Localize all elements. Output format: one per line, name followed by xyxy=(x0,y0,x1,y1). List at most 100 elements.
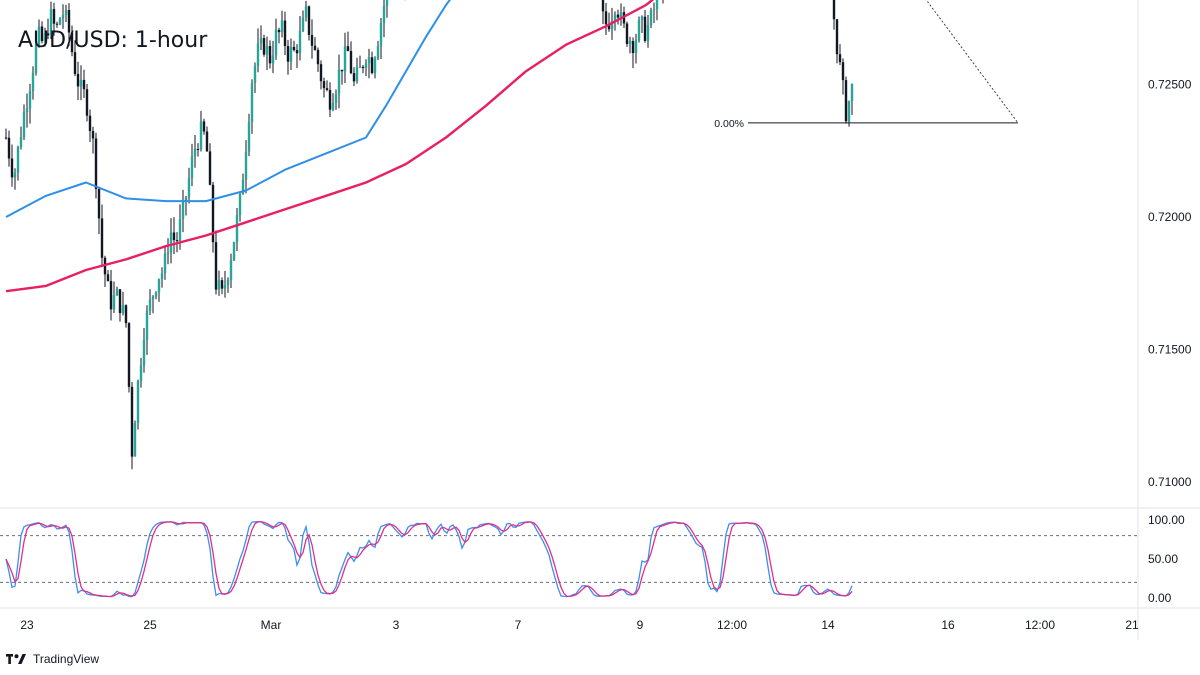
candle-body xyxy=(127,323,131,387)
candle-body xyxy=(613,14,617,21)
candle-body xyxy=(181,200,185,219)
candle-body xyxy=(607,24,611,30)
candle-body xyxy=(7,137,11,159)
candle-body xyxy=(280,20,284,33)
candle-body xyxy=(382,5,386,23)
candle-body xyxy=(58,18,62,25)
candle-body xyxy=(316,49,320,65)
candle-body xyxy=(643,16,647,41)
time-tick-label: 16 xyxy=(941,618,955,632)
candle-body xyxy=(19,137,23,147)
candle-body xyxy=(190,156,194,179)
candle-body xyxy=(649,10,653,26)
candle-body xyxy=(61,15,65,19)
candle-body xyxy=(121,305,125,314)
candle-body xyxy=(841,62,845,81)
stochastic-panel[interactable] xyxy=(0,520,1138,598)
candle-body xyxy=(376,46,380,59)
candle-body xyxy=(115,289,119,296)
candle-body xyxy=(142,340,146,366)
candle-body xyxy=(193,148,197,157)
candle-body xyxy=(385,0,389,6)
price-tick-label: 0.71500 xyxy=(1148,343,1192,357)
candle-body xyxy=(172,232,176,241)
candle-body xyxy=(844,80,848,122)
candle-body xyxy=(211,184,215,243)
candle-body xyxy=(25,108,29,113)
osc-tick-label: 100.00 xyxy=(1148,513,1185,527)
candle-body xyxy=(22,112,26,138)
time-tick-label: 9 xyxy=(637,618,644,632)
candle-body xyxy=(52,9,56,24)
candle-body xyxy=(379,22,383,47)
candle-body xyxy=(202,121,206,132)
candle-body xyxy=(304,6,308,18)
candle-body xyxy=(145,310,149,341)
candle-body xyxy=(256,43,260,67)
candle-body xyxy=(370,57,374,74)
candle-body xyxy=(124,305,128,324)
candle-body xyxy=(319,64,323,82)
time-tick-label: 3 xyxy=(393,618,400,632)
candle-body xyxy=(346,46,350,52)
candle-body xyxy=(67,10,71,33)
candle-body xyxy=(151,296,155,300)
candle-body xyxy=(850,83,854,101)
candle-body xyxy=(79,79,83,87)
candle-body xyxy=(631,40,635,54)
candle-body xyxy=(835,19,839,55)
candle-body xyxy=(223,285,227,289)
candle-body xyxy=(100,218,104,258)
candle-body xyxy=(616,14,620,18)
candle-body xyxy=(91,131,95,139)
candle-body xyxy=(250,82,254,123)
candle-body xyxy=(289,46,293,62)
candle-body xyxy=(205,131,209,152)
tradingview-watermark[interactable]: TradingView xyxy=(6,652,99,666)
candle-body xyxy=(838,54,842,63)
candles xyxy=(4,0,854,470)
candle-body xyxy=(634,40,638,54)
candle-body xyxy=(109,281,113,310)
candle-body xyxy=(610,20,614,30)
candle-body xyxy=(832,0,836,20)
candle-body xyxy=(259,38,263,44)
price-tick-label: 0.71000 xyxy=(1148,475,1192,489)
candle-body xyxy=(97,189,101,219)
time-tick-label: 21 xyxy=(1125,618,1139,632)
candle-body xyxy=(283,20,287,47)
candle-body xyxy=(148,299,152,311)
candle-body xyxy=(262,38,266,55)
candle-body xyxy=(217,280,221,290)
candle-body xyxy=(244,151,248,180)
candle-body xyxy=(13,172,17,178)
time-tick-label: 12:00 xyxy=(1025,618,1055,632)
candle-body xyxy=(295,50,299,54)
candle-body xyxy=(361,66,365,69)
candle-body xyxy=(628,40,632,45)
candle-body xyxy=(322,81,326,89)
candle-body xyxy=(136,380,140,424)
candle-body xyxy=(70,32,74,53)
price-tick-label: 0.72500 xyxy=(1148,78,1192,92)
candle-body xyxy=(247,122,251,152)
price-panel[interactable]: 100.00%61.80%50.00%38.20%0.00% xyxy=(4,0,1019,470)
axes: 0.745000.740000.735000.730000.725000.720… xyxy=(0,0,1200,640)
candle-body xyxy=(637,19,641,41)
candle-body xyxy=(118,289,122,314)
fib-level-label: 0.00% xyxy=(714,118,744,130)
candle-body xyxy=(130,386,134,457)
candle-body xyxy=(358,66,362,68)
candle-body xyxy=(16,146,20,173)
stochastic-d-line xyxy=(5,521,853,598)
candle-body xyxy=(343,46,347,72)
candle-body xyxy=(292,46,296,51)
candle-body xyxy=(169,232,173,253)
candle-body xyxy=(31,72,35,91)
candle-body xyxy=(286,46,290,62)
candle-body xyxy=(334,94,338,103)
time-tick-label: 12:00 xyxy=(717,618,747,632)
candle-body xyxy=(655,0,659,10)
candle-body xyxy=(604,11,608,25)
